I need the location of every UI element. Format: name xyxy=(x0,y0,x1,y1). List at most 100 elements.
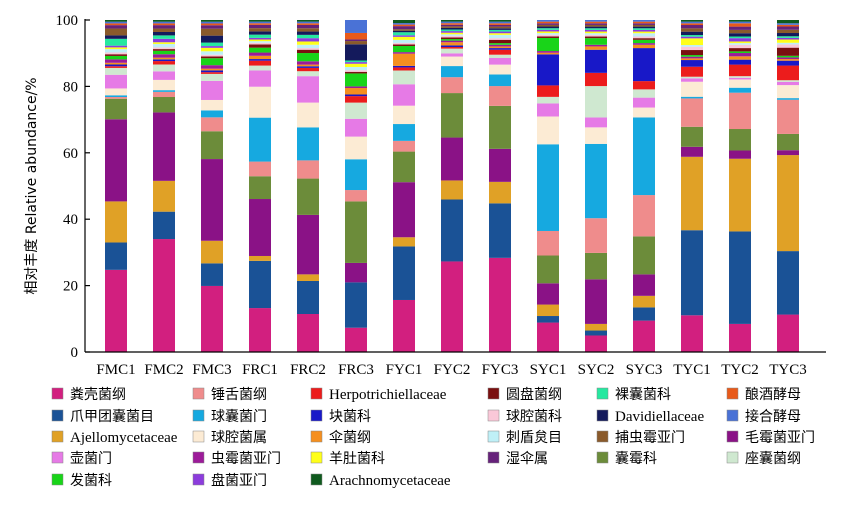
bar-segment-FYC2-23 xyxy=(441,24,463,27)
bar-segment-FMC3-25 xyxy=(201,21,223,24)
bar-segment-FMC1-26 xyxy=(105,20,127,22)
y-axis-label-group: 相对丰度 Relative abundance/% xyxy=(24,77,40,294)
bar-segment-FYC2-21 xyxy=(441,27,463,30)
bar-segment-FMC3-8 xyxy=(201,80,223,100)
bar-segment-SYC3-8 xyxy=(633,97,655,108)
bar-segment-FYC3-20 xyxy=(489,29,511,32)
bar-segment-FMC3-24 xyxy=(201,23,223,26)
bar-segment-FRC3-17 xyxy=(345,66,367,71)
bar-segment-FYC3-23 xyxy=(489,24,511,27)
bar-segment-FRC3-3 xyxy=(345,262,367,283)
x-tick-label-FYC3: FYC3 xyxy=(482,362,519,378)
bar-segment-FMC1-2 xyxy=(105,201,127,243)
bar-segment-TYC2-22 xyxy=(729,29,751,34)
bar-segment-FYC3-5 xyxy=(489,86,511,106)
bar-segment-FYC1-5 xyxy=(393,140,415,152)
bar-segment-TYC3-22 xyxy=(777,29,799,34)
bar-segment-SYC2-12 xyxy=(585,46,607,50)
bar-segment-FRC1-12 xyxy=(249,55,271,60)
bar-segment-FRC1-6 xyxy=(249,117,271,162)
legend-label-25: 盘菌亚门 xyxy=(211,472,267,489)
bar-segment-FMC1-15 xyxy=(105,54,127,56)
bar-segment-TYC1-9 xyxy=(681,76,703,79)
bar-segment-FMC2-9 xyxy=(153,64,175,72)
bar-segment-TYC2-19 xyxy=(729,38,751,42)
bar-segment-FRC2-16 xyxy=(297,48,319,50)
legend-item-12: Ajellomycetaceae xyxy=(51,430,178,446)
bar-segment-FYC1-1 xyxy=(393,246,415,300)
legend-item-26: Arachnomycetaceae xyxy=(310,473,451,489)
bar-segment-SYC1-19 xyxy=(537,29,559,32)
bar-segment-SYC1-2 xyxy=(537,304,559,317)
bar-segment-FMC1-25 xyxy=(105,21,127,24)
bar-segment-FMC1-4 xyxy=(105,98,127,120)
bar-segment-FRC2-19 xyxy=(297,38,319,42)
bar-segment-SYC1-0 xyxy=(537,322,559,352)
bar-segment-FMC2-3 xyxy=(153,112,175,181)
bar-segment-TYC2-1 xyxy=(729,231,751,324)
x-tick-label-FMC2: FMC2 xyxy=(144,362,183,378)
legend-swatch-23 xyxy=(726,451,739,464)
legend-label-15: 刺盾炱目 xyxy=(506,430,562,446)
legend-item-8: 块菌科 xyxy=(310,409,371,425)
bar-segment-TYC2-6 xyxy=(729,87,751,93)
bar-segment-FRC2-10 xyxy=(297,67,319,72)
bar-segment-FMC3-14 xyxy=(201,58,223,66)
bar-segment-SYC3-9 xyxy=(633,89,655,98)
bar-segment-TYC3-12 xyxy=(777,59,799,61)
bar-segment-FRC2-20 xyxy=(297,34,319,39)
bar-segment-TYC2-13 xyxy=(729,53,751,57)
bar-segment-TYC2-23 xyxy=(729,26,751,30)
bar-segment-FMC3-7 xyxy=(201,99,223,111)
bar-segment-FMC1-16 xyxy=(105,52,127,55)
bar-stack-TYC1 xyxy=(681,20,703,352)
bar-segment-FYC3-11 xyxy=(489,48,511,50)
bar-segment-SYC3-1 xyxy=(633,307,655,321)
bar-segment-TYC3-5 xyxy=(777,99,799,134)
x-tick-label-TYC3: TYC3 xyxy=(769,362,807,378)
legend-label-13: 球腔菌属 xyxy=(211,430,267,446)
legend: 粪壳菌纲 锤舌菌纲 Herpotrichiellaceae 圆盘菌纲 裸囊菌科 酿酒酵母爪… xyxy=(51,386,815,489)
bar-segment-FYC3-4 xyxy=(489,105,511,149)
bar-segment-TYC3-17 xyxy=(777,42,799,45)
bar-segment-TYC3-24 xyxy=(777,24,799,27)
bar-segment-FMC1-19 xyxy=(105,45,127,48)
legend-item-17: 毛霉菌亚门 xyxy=(726,430,815,446)
bar-segment-FYC1-11 xyxy=(393,65,415,68)
bar-segment-FYC1-12 xyxy=(393,53,415,66)
legend-item-13: 球腔菌属 xyxy=(192,430,267,446)
bar-segment-FMC1-3 xyxy=(105,119,127,202)
bar-segment-TYC1-6 xyxy=(681,96,703,99)
bar-stack-FRC3 xyxy=(345,20,367,352)
bar-segment-FMC2-20 xyxy=(153,35,175,39)
bar-segment-SYC1-13 xyxy=(537,51,559,53)
legend-swatch-14 xyxy=(310,430,323,443)
legend-label-23: 座囊菌纲 xyxy=(745,450,801,467)
bar-segment-TYC1-11 xyxy=(681,60,703,67)
bar-segment-SYC3-18 xyxy=(633,31,655,34)
legend-label-18: 壶菌门 xyxy=(70,451,112,467)
bar-segment-FRC2-23 xyxy=(297,24,319,29)
legend-item-7: 球囊菌门 xyxy=(192,408,267,425)
bar-segment-FMC2-16 xyxy=(153,47,175,50)
bar-segment-FRC3-14 xyxy=(345,73,367,87)
bar-segment-FRC2-12 xyxy=(297,64,319,67)
legend-swatch-2 xyxy=(310,387,323,400)
bar-segment-FMC3-5 xyxy=(201,117,223,132)
bar-segment-FRC3-22 xyxy=(345,41,367,45)
legend-swatch-13 xyxy=(192,430,205,443)
bar-segment-FRC1-26 xyxy=(249,20,271,22)
bar-segment-FYC2-15 xyxy=(441,37,463,40)
bar-segment-FMC2-8 xyxy=(153,71,175,80)
bar-segment-FRC1-5 xyxy=(249,161,271,177)
legend-item-14: 伞菌纲 xyxy=(310,429,371,446)
bar-segment-SYC1-17 xyxy=(537,33,559,35)
legend-swatch-16 xyxy=(596,430,609,443)
bar-segment-FMC1-9 xyxy=(105,67,127,75)
bar-stack-TYC3 xyxy=(777,20,799,352)
bar-segment-SYC3-20 xyxy=(633,28,655,30)
bar-segment-FMC3-17 xyxy=(201,51,223,55)
bar-segment-FMC1-8 xyxy=(105,74,127,89)
bar-segment-FRC3-9 xyxy=(345,102,367,119)
